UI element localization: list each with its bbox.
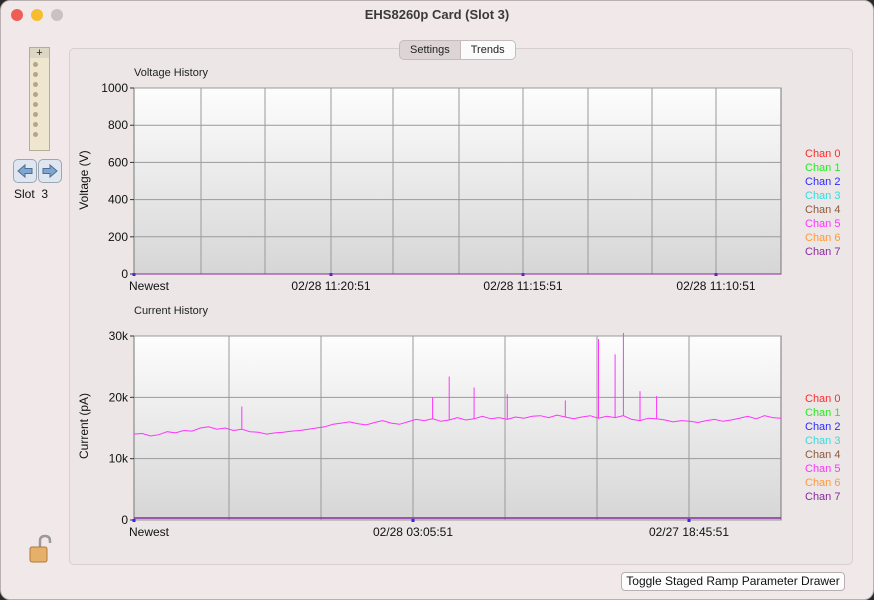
- connector-icon: [33, 132, 38, 137]
- voltage-legend: Chan 0 Chan 1 Chan 2 Chan 3 Chan 4 Chan …: [805, 147, 840, 259]
- legend-item-chan-0: Chan 0: [805, 148, 841, 160]
- connector-icon: [33, 92, 38, 97]
- legend-item-chan-1: Chan 1: [805, 162, 841, 174]
- unlocked-padlock-icon: [29, 534, 52, 563]
- connector-icon: [33, 62, 38, 67]
- legend-item-chan-3: Chan 3: [805, 435, 841, 447]
- connector-icon: [33, 72, 38, 77]
- tab-trends[interactable]: Trends: [459, 41, 515, 59]
- current-y-axis-label: Current (pA): [77, 392, 91, 460]
- legend-item-chan-0: Chan 0: [805, 393, 841, 405]
- next-slot-button[interactable]: [38, 159, 62, 183]
- legend-item-chan-1: Chan 1: [805, 407, 841, 419]
- legend-item-chan-5: Chan 5: [805, 463, 841, 475]
- card-thumbnail[interactable]: +: [29, 47, 50, 151]
- previous-slot-button[interactable]: [13, 159, 37, 183]
- title-bar: EHS8260p Card (Slot 3): [1, 1, 873, 29]
- legend-item-chan-7: Chan 7: [805, 246, 841, 258]
- legend-item-chan-2: Chan 2: [805, 176, 841, 188]
- legend-item-chan-2: Chan 2: [805, 421, 841, 433]
- tab-bar: Settings Trends: [399, 40, 516, 60]
- voltage-chart-title: Voltage History: [134, 67, 208, 79]
- minimize-window-button[interactable]: [31, 9, 43, 21]
- window-title: EHS8260p Card (Slot 3): [364, 7, 510, 22]
- connector-icon: [33, 112, 38, 117]
- slot-label: Slot 3: [14, 187, 49, 201]
- arrow-left-icon: [17, 163, 33, 179]
- connector-icon: [33, 82, 38, 87]
- zoom-window-button[interactable]: [51, 9, 63, 21]
- close-window-button[interactable]: [11, 9, 23, 21]
- legend-item-chan-4: Chan 4: [805, 204, 841, 216]
- lock-button[interactable]: [27, 533, 55, 565]
- arrow-right-icon: [42, 163, 58, 179]
- legend-item-chan-5: Chan 5: [805, 218, 841, 230]
- legend-item-chan-6: Chan 6: [805, 477, 841, 489]
- thumbnail-plus-icon[interactable]: +: [30, 48, 49, 59]
- current-chart-title: Current History: [134, 305, 208, 317]
- legend-item-chan-7: Chan 7: [805, 491, 841, 503]
- legend-item-chan-3: Chan 3: [805, 190, 841, 202]
- tab-settings[interactable]: Settings: [410, 44, 450, 56]
- current-legend: Chan 0 Chan 1 Chan 2 Chan 3 Chan 4 Chan …: [805, 392, 840, 504]
- legend-item-chan-6: Chan 6: [805, 232, 841, 244]
- voltage-y-axis-label: Voltage (V): [77, 150, 91, 210]
- toggle-ramp-drawer-button[interactable]: Toggle Staged Ramp Parameter Drawer: [621, 572, 845, 591]
- connector-icon: [33, 102, 38, 107]
- connector-icon: [33, 122, 38, 127]
- legend-item-chan-4: Chan 4: [805, 449, 841, 461]
